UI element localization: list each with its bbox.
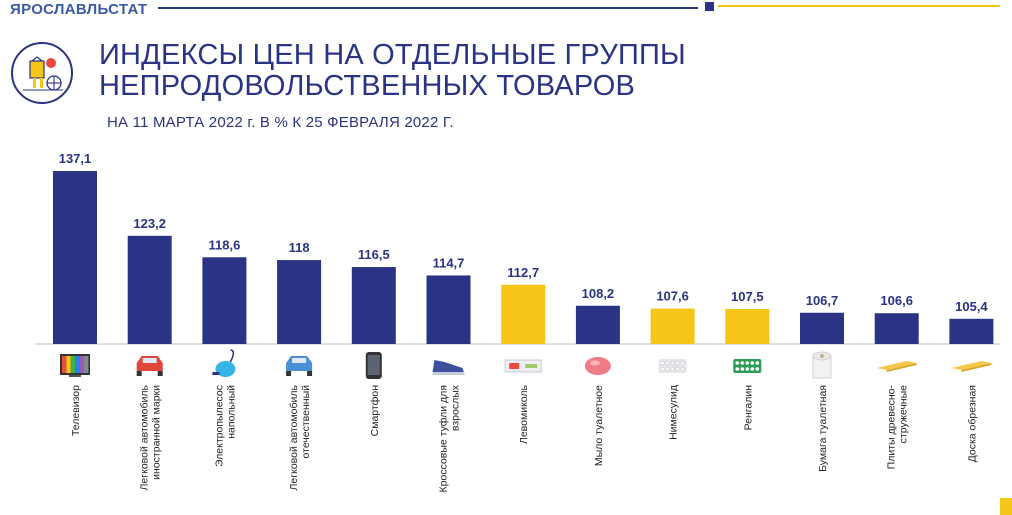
category-label-line: Мыло туалетное bbox=[593, 385, 605, 466]
category-label-line: Электропылесос bbox=[213, 385, 225, 467]
bar bbox=[53, 171, 97, 344]
category-label: Ренгалин bbox=[742, 385, 754, 431]
bar bbox=[725, 309, 770, 344]
category-label: Бумага туалетная bbox=[817, 385, 829, 472]
category-label: Мыло туалетное bbox=[593, 385, 605, 466]
value-label: 107,6 bbox=[656, 289, 689, 304]
tv-icon bbox=[60, 354, 90, 377]
category-label-line: Смартфон bbox=[369, 385, 381, 437]
bar-group: 105,4 Доска обрезная bbox=[949, 299, 994, 462]
brand-label: ЯРОСЛАВЛЬСТАТ bbox=[10, 1, 148, 18]
corner-accent bbox=[1000, 498, 1012, 515]
value-label: 118,6 bbox=[208, 237, 240, 252]
category-label-line: иностранной марки bbox=[151, 385, 163, 480]
bar-group: 107,6 Нимесулид bbox=[650, 289, 695, 440]
bar-group: 118 Легковой автомобильотечественный bbox=[277, 240, 322, 490]
bar bbox=[277, 260, 322, 344]
toilet-paper-icon bbox=[812, 351, 832, 379]
value-label: 112,7 bbox=[507, 265, 539, 280]
category-label: Левомиколь bbox=[518, 384, 530, 444]
bar bbox=[874, 313, 919, 344]
category-label-line: Бумага туалетная bbox=[817, 385, 829, 472]
category-label-line: стружечные bbox=[898, 385, 910, 443]
category-label: Доска обрезная bbox=[966, 385, 978, 462]
header-rule-yellow bbox=[718, 5, 1000, 7]
car-icon bbox=[136, 356, 163, 376]
value-label: 106,7 bbox=[806, 293, 839, 308]
bar-group: 123,2 Легковой автомобильиностранной марк… bbox=[127, 216, 172, 490]
title-line-2: НЕПРОДОВОЛЬСТВЕННЫХ ТОВАРОВ bbox=[99, 70, 636, 102]
vacuum-cleaner-icon bbox=[212, 349, 236, 377]
sneaker-icon bbox=[432, 360, 465, 375]
value-label: 108,2 bbox=[582, 286, 615, 301]
title-line-1: ИНДЕКСЫ ЦЕН НА ОТДЕЛЬНЫЕ ГРУППЫ bbox=[99, 39, 686, 71]
category-label: Смартфон bbox=[369, 385, 381, 437]
bar-group: 108,2 Мыло туалетное bbox=[575, 286, 620, 466]
ointment-tube-icon bbox=[504, 359, 542, 373]
category-label: Телевизор bbox=[70, 385, 82, 436]
category-label: Легковой автомобильотечественный bbox=[288, 384, 312, 490]
wooden-plank-icon bbox=[951, 361, 992, 372]
bar-group: 107,5 Ренгалин bbox=[725, 289, 770, 431]
value-label: 107,5 bbox=[731, 289, 764, 304]
chart-subtitle: НА 11 МАРТА 2022 г. В % К 25 ФЕВРАЛЯ 202… bbox=[107, 114, 454, 131]
category-label-line: Доска обрезная bbox=[966, 385, 978, 462]
bar-group: 118,6 Электропылесоснапольный bbox=[202, 237, 247, 467]
car-icon bbox=[286, 356, 313, 376]
chipboard-icon bbox=[876, 361, 917, 372]
bar bbox=[426, 275, 471, 344]
category-label-line: Легковой автомобиль bbox=[288, 384, 300, 490]
bar-group: 116,5 Смартфон bbox=[351, 247, 396, 437]
bar bbox=[949, 318, 994, 344]
bar bbox=[127, 235, 172, 344]
value-label: 116,5 bbox=[358, 247, 390, 262]
value-label: 137,1 bbox=[59, 151, 92, 166]
category-label-line: взрослых bbox=[450, 384, 462, 431]
value-label: 105,4 bbox=[955, 299, 988, 314]
soap-icon bbox=[584, 357, 611, 375]
bar-group: 106,6 Плиты древесно-стружечные bbox=[874, 293, 919, 470]
category-label-line: Плиты древесно- bbox=[886, 385, 898, 470]
pill-blister-icon bbox=[733, 359, 762, 373]
header-rule-blue bbox=[158, 7, 698, 9]
bar-group: 137,1 Телевизор bbox=[53, 151, 97, 436]
category-label-line: Нимесулид bbox=[668, 385, 680, 440]
bar bbox=[800, 312, 844, 344]
bar bbox=[202, 257, 247, 344]
category-label-line: напольный bbox=[225, 385, 237, 439]
category-label: Плиты древесно-стружечные bbox=[886, 385, 910, 470]
bar bbox=[575, 305, 620, 344]
smartphone-icon bbox=[365, 352, 382, 379]
category-label: Электропылесоснапольный bbox=[213, 385, 237, 467]
bar-group: 114,7 Кроссовые туфли длявзрослых bbox=[426, 255, 471, 492]
value-label: 114,7 bbox=[433, 255, 465, 270]
pill-blister-icon bbox=[658, 359, 687, 373]
category-label: Нимесулид bbox=[668, 385, 680, 440]
category-label: Легковой автомобильиностранной марки bbox=[139, 384, 163, 490]
category-label: Кроссовые туфли длявзрослых bbox=[438, 384, 462, 492]
category-label-line: отечественный bbox=[300, 385, 312, 459]
bar-group: 106,7 Бумага туалетная bbox=[800, 293, 844, 472]
bar bbox=[650, 308, 695, 344]
bar bbox=[351, 267, 396, 344]
value-label: 118 bbox=[289, 240, 310, 255]
category-label-line: Легковой автомобиль bbox=[139, 384, 151, 490]
bar-group: 112,7 Левомиколь bbox=[501, 265, 546, 444]
value-label: 123,2 bbox=[133, 216, 166, 231]
goods-logo-icon bbox=[11, 42, 73, 104]
bar bbox=[501, 284, 546, 344]
header-square bbox=[705, 2, 714, 11]
category-label-line: Кроссовые туфли для bbox=[438, 385, 450, 492]
page-title: ИНДЕКСЫ ЦЕН НА ОТДЕЛЬНЫЕ ГРУППЫ НЕПРОДОВ… bbox=[99, 40, 686, 102]
value-label: 106,6 bbox=[880, 293, 913, 308]
category-label-line: Ренгалин bbox=[742, 385, 754, 431]
category-label-line: Телевизор bbox=[70, 385, 82, 436]
category-label-line: Левомиколь bbox=[518, 384, 530, 444]
